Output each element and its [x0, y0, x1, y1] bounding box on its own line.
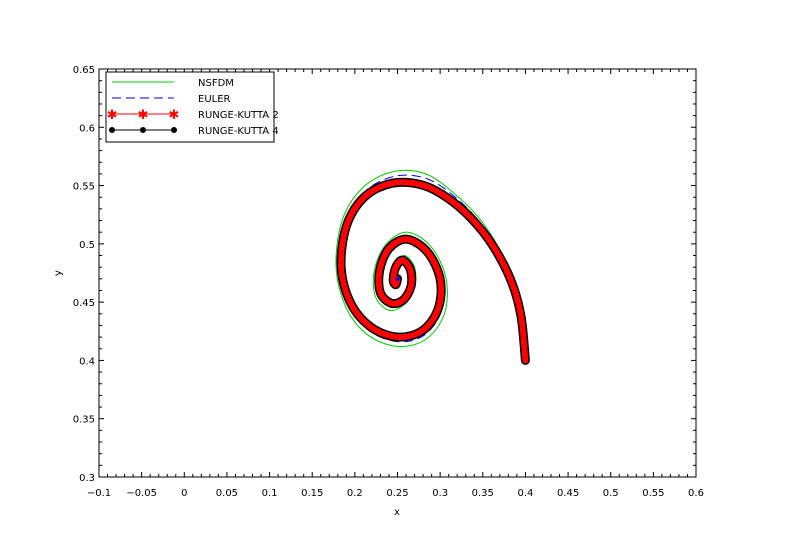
x-axis-title: x	[394, 507, 400, 518]
x-tick-label: 0.3	[432, 488, 448, 499]
legend-star-marker: ✱	[169, 108, 180, 123]
legend-dot-marker	[109, 127, 115, 133]
y-tick-label: 0.3	[79, 473, 95, 484]
legend-label: EULER	[198, 94, 231, 105]
x-tick-label: 0.35	[472, 488, 494, 499]
x-tick-label: 0	[181, 488, 187, 499]
legend-dot-marker	[140, 127, 146, 133]
series-markers-runge-kutta-2	[338, 179, 529, 364]
x-tick-label: 0.45	[557, 488, 579, 499]
x-tick-label: 0.6	[688, 488, 704, 499]
x-tick-label: 0.15	[301, 488, 323, 499]
x-tick-label: 0.05	[216, 488, 238, 499]
legend-star-marker: ✱	[107, 108, 118, 123]
y-tick-label: 0.65	[73, 65, 95, 76]
x-tick-label: 0.1	[262, 488, 278, 499]
legend-label: RUNGE-KUTTA 4	[198, 126, 279, 137]
series-layer	[335, 169, 530, 365]
legend: NSFDM EULER ✱ ✱ ✱ RUNGE-KUTTA 2 RUNGE-KUTTA 4	[105, 71, 279, 143]
y-tick-label: 0.5	[79, 240, 95, 251]
legend-label: RUNGE-KUTTA 2	[198, 110, 279, 121]
x-tick-label: 0.2	[347, 488, 363, 499]
x-tick-label: 0.4	[517, 488, 533, 499]
x-tick-label: 0.5	[603, 488, 619, 499]
y-tick-label: 0.6	[79, 123, 95, 134]
y-tick-label: 0.45	[73, 298, 95, 309]
equilibrium-point	[395, 276, 400, 281]
y-axis-title: y	[53, 270, 64, 276]
x-tick-label: −0.1	[87, 488, 111, 499]
legend-star-marker: ✱	[138, 108, 149, 123]
y-tick-label: 0.55	[73, 182, 95, 193]
x-tick-label: 0.55	[642, 488, 664, 499]
y-tick-label: 0.35	[73, 415, 95, 426]
x-tick-label: −0.05	[126, 488, 157, 499]
legend-dot-marker	[171, 127, 177, 133]
series-line-nsfdm	[335, 169, 526, 361]
y-tick-label: 0.4	[79, 356, 95, 367]
plot-frame	[98, 68, 697, 478]
legend-label: NSFDM	[198, 78, 234, 89]
x-tick-label: 0.25	[386, 488, 408, 499]
axis-ticks: −0.1 −0.05 0 0.05 0.1 0.15 0.2 0.25 0.3 0.35 0.4 0.…	[73, 65, 704, 499]
